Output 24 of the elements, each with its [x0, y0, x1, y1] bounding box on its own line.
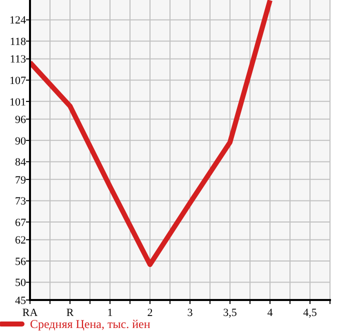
legend-label: Средняя Цена, тыс. йен — [30, 317, 151, 331]
x-tick-label: R — [66, 307, 74, 319]
x-tick-label: 4,5 — [303, 307, 318, 319]
y-tick-label: 84 — [15, 156, 26, 169]
y-tick-label: 96 — [15, 114, 26, 126]
x-tick-label: 3,5 — [223, 307, 238, 319]
y-tick-label: 56 — [15, 256, 26, 268]
x-tick-label: 3 — [187, 307, 194, 319]
x-tick-label: 1 — [107, 307, 113, 319]
y-tick-label: 107 — [10, 74, 26, 87]
y-tick-label: 73 — [15, 196, 26, 208]
x-tick-label: 4 — [267, 307, 274, 319]
y-tick-label: 113 — [10, 54, 26, 66]
y-tick-label: 124 — [10, 14, 26, 27]
y-tick-label: 67 — [15, 216, 26, 229]
x-tick-label: 2 — [147, 307, 153, 319]
x-tick-label: RA — [22, 307, 38, 319]
y-tick-label: 90 — [15, 135, 26, 148]
y-tick-label: 62 — [15, 234, 26, 247]
y-tick-label: 118 — [10, 36, 26, 48]
y-tick-label: 101 — [10, 96, 26, 108]
y-tick-label: 50 — [15, 277, 26, 290]
y-tick-label: 79 — [15, 174, 26, 186]
y-tick-label: 45 — [15, 294, 26, 307]
